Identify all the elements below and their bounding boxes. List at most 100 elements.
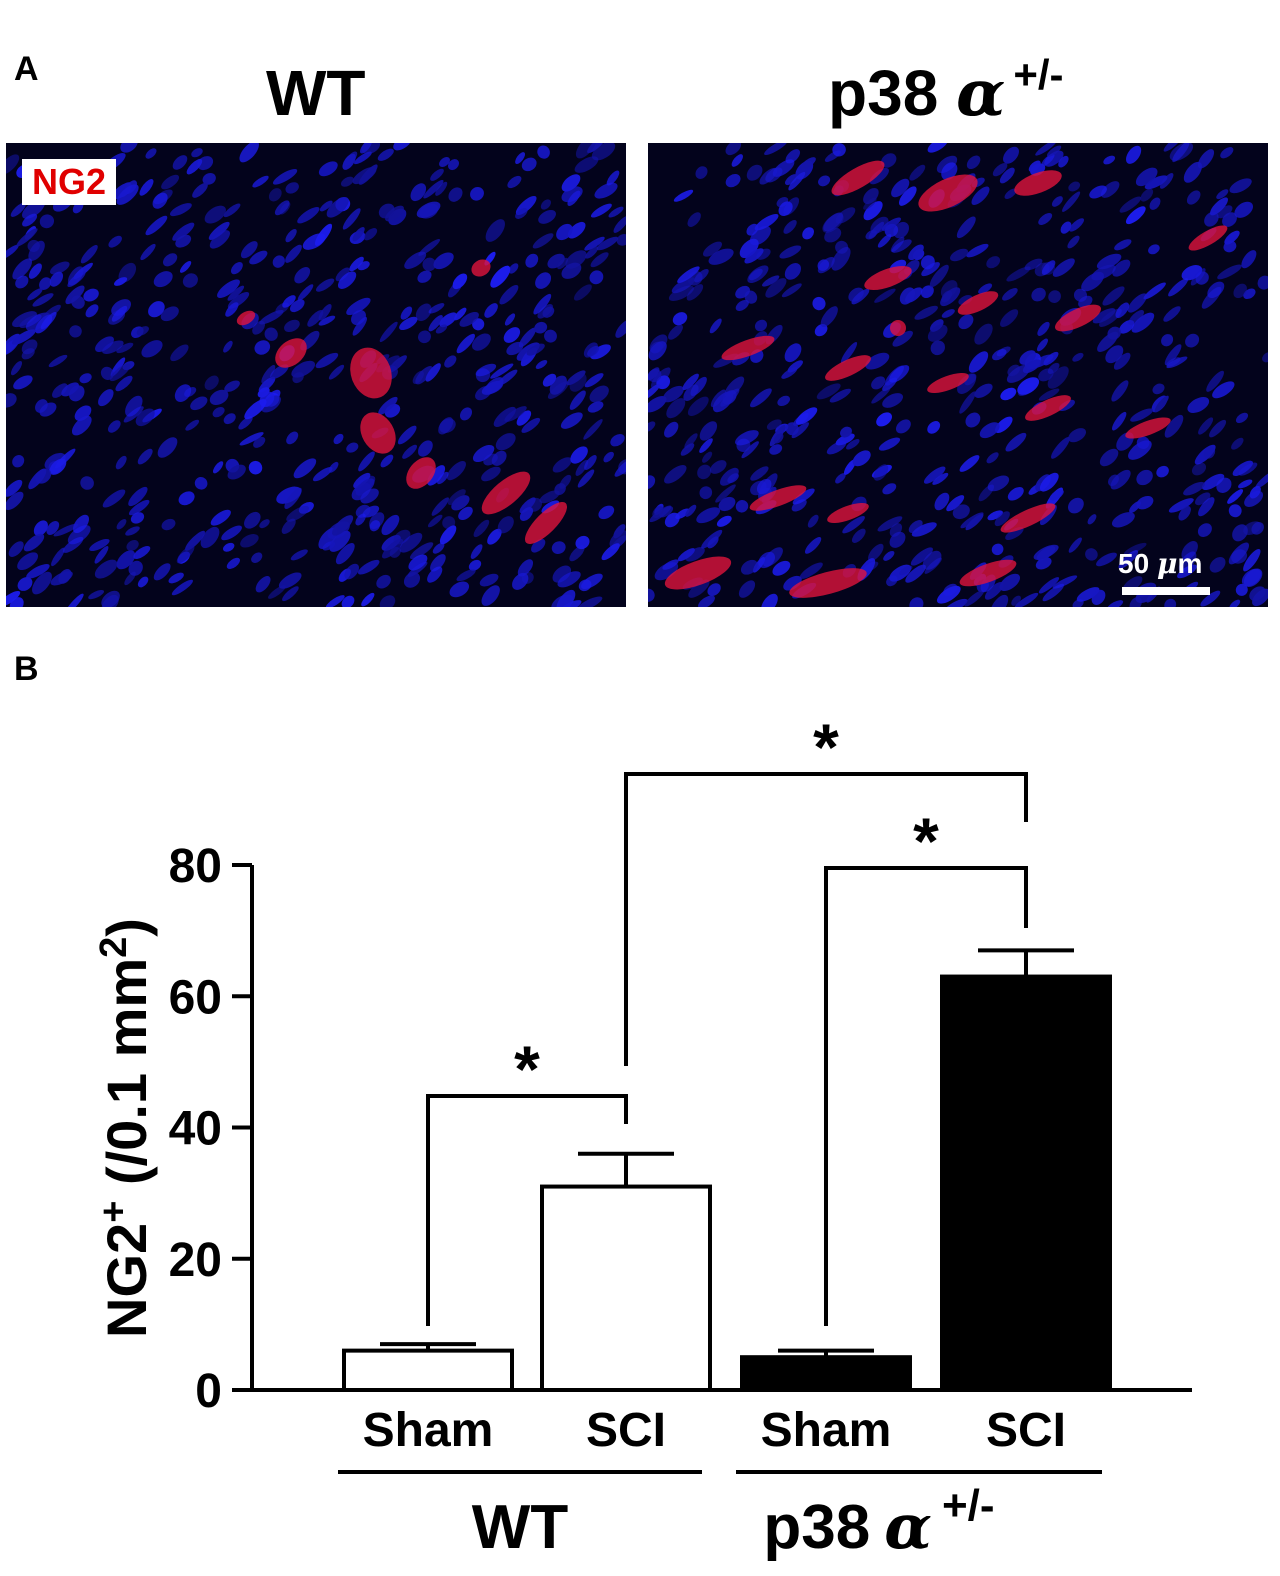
nucleus: [409, 542, 434, 560]
nucleus: [17, 577, 33, 591]
y-axis-label-part: (/0.1 mm: [95, 958, 158, 1201]
nucleus: [1166, 356, 1188, 369]
nucleus: [1163, 143, 1183, 152]
nucleus: [223, 203, 241, 218]
nucleus: [484, 303, 498, 318]
nucleus: [820, 306, 838, 328]
nucleus: [1229, 599, 1241, 607]
nucleus: [829, 388, 851, 403]
nucleus: [69, 325, 82, 338]
nucleus: [379, 595, 396, 607]
nucleus: [80, 244, 98, 264]
nucleus: [779, 245, 802, 259]
nucleus: [1238, 479, 1253, 489]
nucleus: [682, 373, 699, 391]
nucleus: [978, 283, 993, 294]
nucleus: [197, 156, 214, 171]
nucleus: [863, 201, 883, 221]
nucleus: [987, 475, 1010, 492]
nucleus: [883, 550, 895, 561]
nucleus: [1234, 201, 1254, 218]
nucleus: [39, 277, 52, 290]
nucleus: [107, 420, 121, 433]
nucleus: [1099, 448, 1119, 467]
nucleus: [958, 314, 974, 330]
nucleus: [547, 381, 569, 399]
nucleus: [868, 221, 885, 239]
nucleus: [1036, 546, 1056, 561]
ng2-cell: [927, 373, 969, 393]
nucleus: [1243, 548, 1261, 572]
nucleus: [282, 586, 299, 602]
nucleus: [65, 285, 85, 305]
nucleus: [254, 340, 271, 355]
nucleus: [668, 324, 683, 340]
nucleus: [178, 491, 195, 506]
nucleus: [1111, 512, 1135, 528]
nucleus: [1024, 258, 1043, 271]
p38-micrograph-svg: [648, 143, 1268, 607]
nucleus: [1224, 230, 1240, 245]
nucleus: [1005, 526, 1024, 541]
nucleus: [46, 521, 60, 535]
nucleus: [312, 466, 333, 482]
nucleus: [784, 174, 798, 186]
nucleus: [516, 410, 532, 426]
nucleus: [109, 363, 131, 382]
nucleus: [1136, 495, 1154, 510]
nucleus: [876, 412, 892, 427]
nucleus: [959, 455, 980, 472]
nucleus: [449, 581, 470, 598]
nucleus: [378, 203, 395, 219]
nucleus: [302, 233, 326, 250]
nucleus: [567, 190, 581, 206]
nucleus: [994, 511, 1010, 527]
nucleus: [557, 571, 581, 588]
nucleus: [182, 273, 198, 288]
nucleus: [759, 167, 778, 185]
nucleus: [537, 304, 553, 319]
nucleus: [176, 545, 195, 564]
nucleus: [504, 313, 516, 326]
nucleus: [1262, 352, 1268, 363]
nucleus: [754, 213, 779, 231]
y-tick-label: 60: [169, 971, 222, 1024]
scale-bar-unit-prefix: μ: [1156, 547, 1178, 580]
ng2-cell: [890, 320, 906, 336]
nucleus: [353, 472, 371, 489]
nucleus: [1119, 196, 1142, 213]
nucleus: [145, 148, 157, 159]
nucleus: [115, 455, 127, 470]
panel-b-letter: B: [14, 650, 39, 688]
nucleus: [1195, 492, 1211, 506]
nucleus: [1100, 181, 1120, 198]
nucleus: [360, 488, 379, 504]
nucleus: [226, 557, 241, 570]
nucleus: [731, 154, 743, 167]
nucleus: [684, 433, 698, 449]
nucleus: [6, 393, 17, 408]
nucleus: [871, 376, 886, 390]
ng2-cell: [350, 347, 392, 399]
nucleus: [517, 559, 534, 577]
nucleus: [435, 181, 448, 196]
nucleus: [39, 214, 55, 229]
nucleus: [1127, 293, 1147, 313]
nucleus: [115, 375, 133, 392]
nucleus: [507, 175, 522, 189]
ng2-cell: [827, 503, 869, 523]
nucleus: [1231, 549, 1248, 564]
nucleus: [791, 499, 807, 512]
nucleus: [987, 510, 1003, 521]
nucleus: [136, 326, 149, 336]
group-label-name: p38: [763, 1493, 870, 1562]
nucleus: [964, 373, 977, 386]
nucleus: [1126, 145, 1142, 164]
nucleus: [1089, 185, 1107, 199]
nucleus: [244, 399, 267, 420]
ng2-cell: [471, 259, 491, 277]
nucleus: [1038, 213, 1053, 225]
nucleus: [940, 280, 958, 299]
nucleus: [911, 522, 937, 537]
nucleus: [824, 227, 842, 243]
